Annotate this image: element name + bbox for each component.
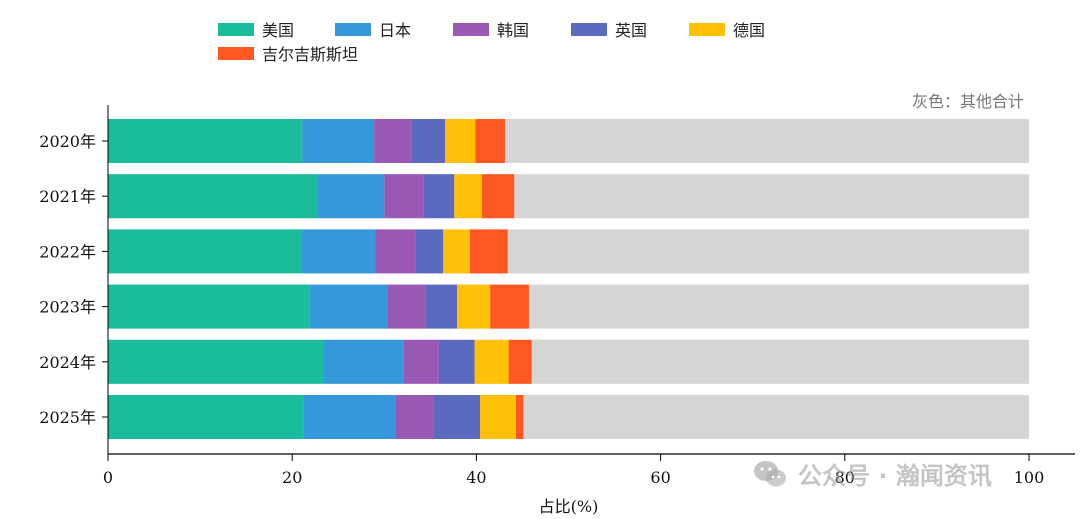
bar-segment-5-5 — [516, 395, 524, 439]
bar-segment-1-5 — [303, 395, 396, 439]
bar-segment-5-2 — [469, 229, 508, 274]
watermark: 公众号 · 瀚闻资讯 — [752, 456, 992, 491]
bar-segment-5-0 — [475, 119, 505, 163]
legend-item-0: 美国 — [218, 17, 294, 41]
legend-item-4: 德国 — [689, 17, 765, 41]
legend-label: 吉尔吉斯斯坦 — [262, 45, 359, 64]
bar-segment-3-2 — [415, 229, 444, 274]
legend: 美国 日本 韩国 英国 德国吉尔吉斯斯坦 — [0, 0, 1080, 80]
legend-swatch — [453, 22, 489, 36]
x-tick-label: 60 — [650, 468, 670, 487]
y-tick-label: 2022年 — [39, 242, 96, 261]
bar-segment-4-4 — [474, 339, 509, 384]
x-tick-label: 40 — [466, 468, 486, 487]
bar-segment-2-5 — [395, 395, 434, 439]
bar-segment-3-1 — [423, 174, 455, 219]
bar-segment-4-0 — [445, 119, 476, 163]
legend-item-1: 日本 — [335, 17, 411, 41]
bar-segment-0-0 — [108, 119, 303, 163]
bar-segment-3-0 — [411, 119, 446, 163]
y-tick-label: 2023年 — [39, 298, 96, 317]
bar-segment-0-1 — [108, 174, 318, 219]
bar-segment-3-5 — [433, 395, 481, 439]
legend-item-5: 吉尔吉斯斯坦 — [218, 41, 358, 65]
bar-segment-0-2 — [108, 229, 302, 274]
bar-segment-4-2 — [443, 229, 470, 274]
bar-segment-1-2 — [301, 229, 376, 274]
bar-segment-0-3 — [108, 284, 310, 329]
bar-segment-5-3 — [490, 284, 529, 329]
x-tick-label: 20 — [282, 468, 302, 487]
legend-label: 德国 — [733, 21, 766, 40]
bar-segment-2-2 — [375, 229, 416, 274]
wechat-icon — [754, 460, 786, 486]
legend-swatch — [689, 22, 725, 36]
bar-segment-2-3 — [387, 284, 426, 329]
bar-segment-0-4 — [108, 339, 324, 384]
bar-segment-4-3 — [457, 284, 491, 329]
x-tick-label: 80 — [835, 468, 855, 487]
legend-label: 日本 — [379, 21, 412, 40]
y-tick-label: 2021年 — [39, 187, 96, 206]
bar-segment-5-1 — [481, 174, 515, 219]
legend-swatch — [218, 46, 254, 60]
others-note: 灰色：其他合计 — [911, 92, 1024, 111]
bar-segment-0-5 — [108, 395, 304, 439]
bar-segment-1-1 — [317, 174, 385, 219]
x-tick-label: 0 — [103, 468, 113, 487]
y-tick-label: 2025年 — [39, 408, 96, 427]
y-tick-label: 2020年 — [39, 132, 96, 151]
legend-swatch — [335, 22, 371, 36]
legend-item-2: 韩国 — [453, 17, 529, 41]
bar-segment-4-1 — [454, 174, 482, 219]
bar-segment-3-3 — [425, 284, 458, 329]
legend-label: 英国 — [615, 21, 648, 40]
y-tick-label: 2024年 — [39, 353, 96, 372]
bar-segment-2-0 — [374, 119, 412, 163]
legend-label: 美国 — [262, 21, 295, 40]
legend-swatch — [571, 22, 607, 36]
x-axis-label: 占比(%) — [539, 497, 599, 516]
legend-label: 韩国 — [497, 21, 530, 40]
bar-segment-2-4 — [403, 339, 439, 384]
legend-item-3: 英国 — [571, 17, 647, 41]
bar-segment-4-5 — [480, 395, 517, 439]
watermark-text: 公众号 · 瀚闻资讯 — [798, 462, 992, 490]
bar-segment-1-3 — [309, 284, 388, 329]
bar-segment-5-4 — [508, 339, 532, 384]
legend-swatch — [218, 22, 254, 36]
bar-segment-3-4 — [438, 339, 475, 384]
x-tick-label: 100 — [1014, 468, 1045, 487]
bar-segment-2-1 — [384, 174, 424, 219]
bar-segment-1-0 — [302, 119, 375, 163]
bar-segment-1-4 — [323, 339, 404, 384]
